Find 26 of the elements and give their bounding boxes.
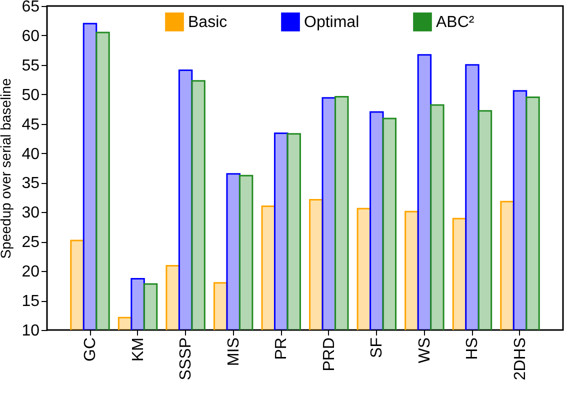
x-tick-label: SSSP	[178, 338, 195, 380]
x-tick-label: KM	[130, 338, 147, 362]
y-tick-label: 10	[22, 322, 40, 340]
y-tick-label: 35	[22, 175, 40, 192]
x-tick-label: 2DHS	[512, 338, 529, 380]
legend-label: Basic	[188, 14, 228, 31]
legend-label: Optimal	[304, 14, 360, 31]
y-axis-title: Speedup over serial baseline	[0, 78, 14, 259]
y-tick-label: 50	[22, 86, 40, 104]
y-tick-label: 65	[22, 0, 40, 16]
x-tick-label: WS	[416, 338, 434, 364]
x-tick-label: HS	[464, 338, 482, 360]
x-tick-label: SF	[368, 337, 386, 358]
y-tick-label: 60	[22, 28, 40, 45]
x-tick-label: MIS	[225, 338, 242, 366]
y-tick-label: 55	[22, 57, 40, 74]
x-tick-label: GC	[82, 338, 99, 362]
y-tick-label: 45	[22, 116, 40, 134]
y-tick-label: 30	[22, 204, 40, 222]
x-tick-label: PR	[273, 338, 290, 360]
x-tick-label: PRD	[320, 338, 338, 372]
y-tick-label: 25	[22, 234, 40, 252]
legend-label: ABC²	[436, 14, 475, 31]
y-tick-label: 20	[22, 264, 40, 281]
y-tick-label: 40	[22, 146, 40, 163]
y-tick-label: 15	[22, 293, 40, 310]
